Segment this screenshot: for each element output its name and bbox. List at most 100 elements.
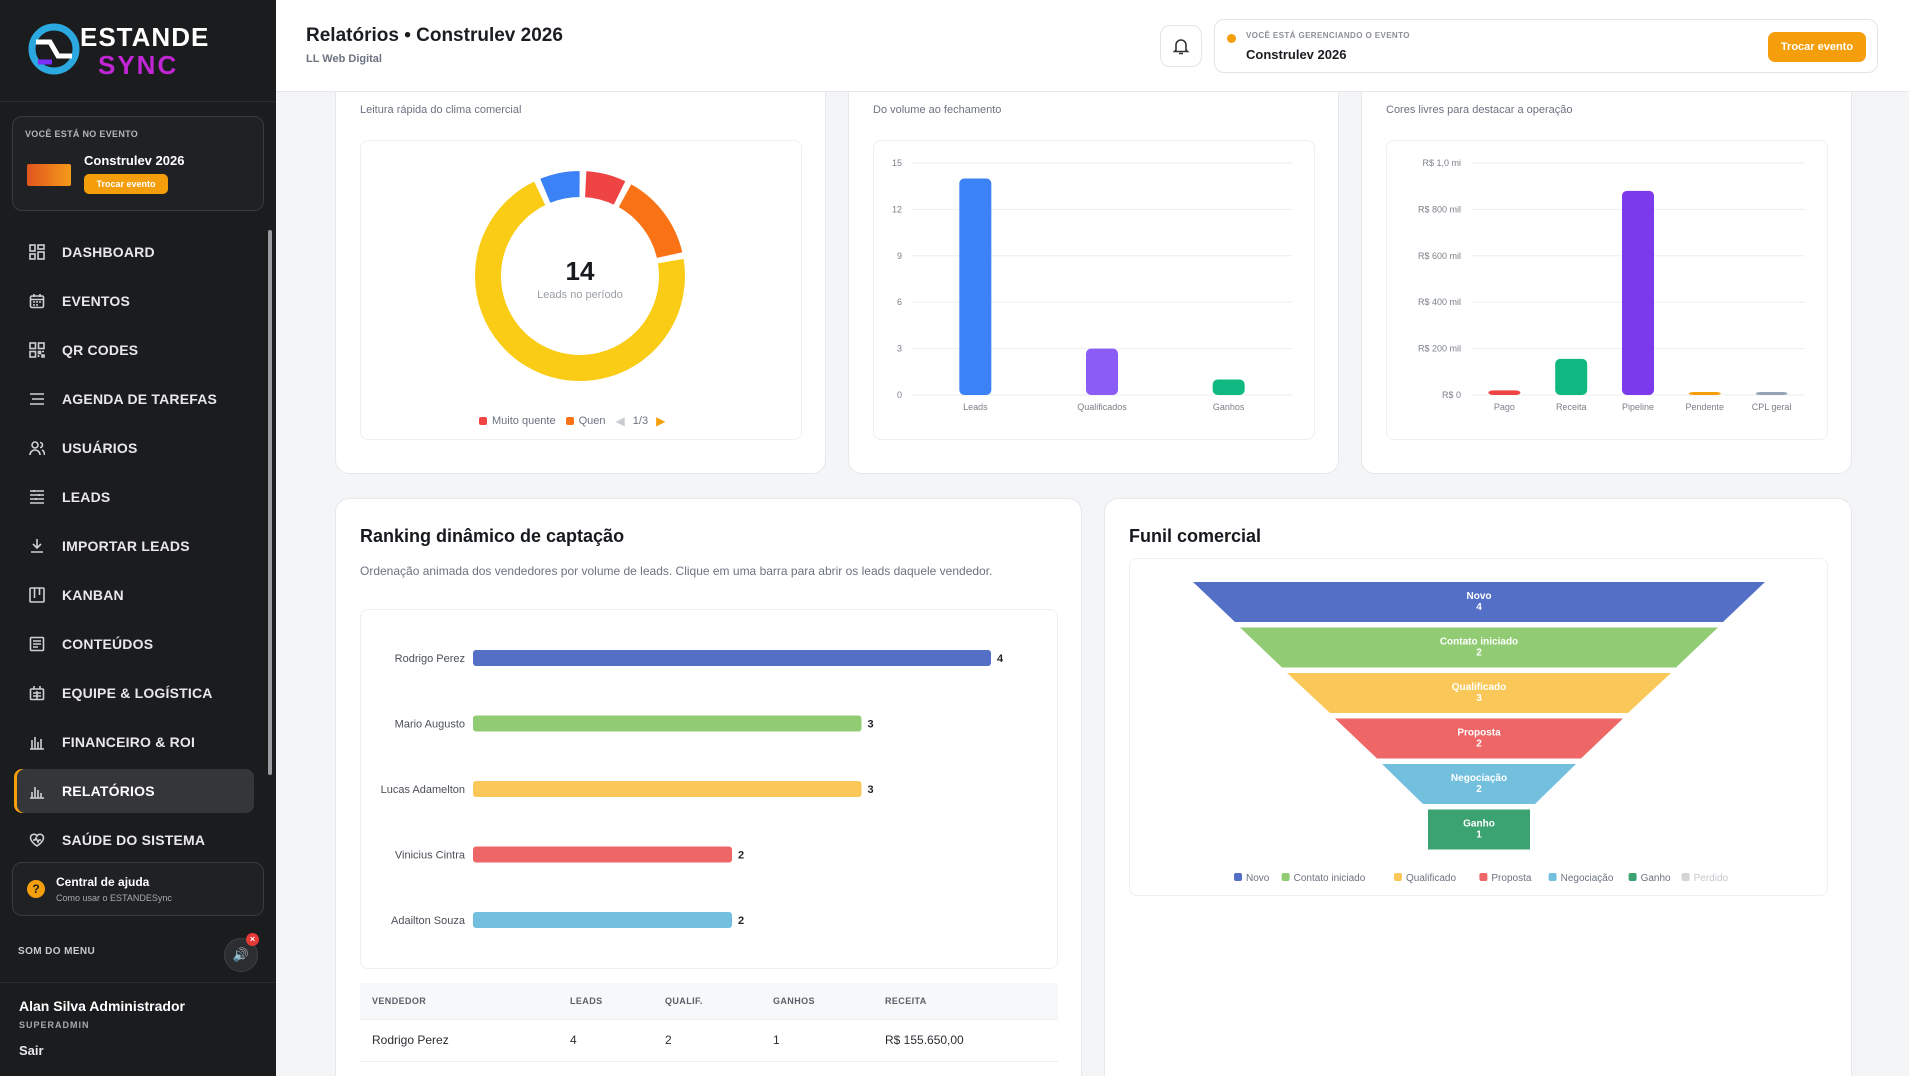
rank-bar <box>473 846 732 863</box>
donut-chart-area: 14 Leads no período Muito quente Quen ◀ 1… <box>360 140 802 440</box>
nav-label: KANBAN <box>62 587 124 603</box>
bar <box>1555 358 1588 395</box>
nav-item-conteudos[interactable]: CONTEÚDOS <box>14 622 254 666</box>
estandesync-logo[interactable]: ESTANDE SYNC <box>28 18 248 80</box>
ranking-bar-chart[interactable]: Rodrigo Perez 4 Mario Augusto 3 Lucas Adamel… <box>361 610 1059 970</box>
table-row[interactable]: Rodrigo Perez 4 2 1 R$ 155.650,00 <box>360 1019 1058 1062</box>
nav-item-usuarios[interactable]: USUÁRIOS <box>14 426 254 470</box>
calendar-icon <box>28 292 46 310</box>
temperature-card: Leitura rápida do clima comercial 14 Lead… <box>335 60 826 474</box>
ranking-subtitle: Ordenação animada dos vendedores por vol… <box>360 564 993 578</box>
donut-chart: 14 Leads no período <box>473 169 687 383</box>
legend-label: Perdido <box>1694 873 1729 884</box>
bar-chart-icon <box>28 733 46 751</box>
col-ganhos: GANHOS <box>773 983 885 1020</box>
cell-leads: 4 <box>570 1019 665 1062</box>
managing-event-card: VOCÊ ESTÁ GERENCIANDO O EVENTO Construle… <box>1214 19 1878 73</box>
y-tick-label: R$ 1,0 mi <box>1422 158 1461 168</box>
event-name: Construlev 2026 <box>84 153 185 168</box>
nav-item-relatorios[interactable]: RELATÓRIOS <box>14 769 254 813</box>
x-tick-label: Pendente <box>1686 402 1725 412</box>
y-tick-label: 3 <box>897 344 902 354</box>
legend-swatch <box>1548 873 1557 881</box>
help-center-card[interactable]: ? Central de ajuda Como usar o ESTANDESy… <box>12 862 264 916</box>
bar <box>959 178 992 395</box>
legend-swatch <box>479 417 487 425</box>
nav-item-importar-leads[interactable]: IMPORTAR LEADS <box>14 524 254 568</box>
rank-bar <box>473 781 862 797</box>
legend-prev-icon[interactable]: ◀ <box>615 414 625 428</box>
download-icon <box>28 537 46 555</box>
legend-label: Negociação <box>1561 873 1614 884</box>
speaker-icon[interactable]: 🔊 <box>224 938 258 972</box>
funnel-stage-value: 1 <box>1476 830 1482 841</box>
nav-item-dashboard[interactable]: DASHBOARD <box>14 230 254 274</box>
grid-icon <box>28 243 46 261</box>
help-subtitle: Como usar o ESTANDESync <box>56 893 172 903</box>
donut-slice <box>473 178 687 383</box>
funnel-stage-label: Qualificado <box>1452 682 1506 693</box>
menu-sound-label: SOM DO MENU <box>18 946 96 957</box>
bar <box>1622 190 1654 395</box>
qr-icon <box>28 341 46 359</box>
nav-item-leads[interactable]: LEADS <box>14 475 254 519</box>
rank-seller-label: Rodrigo Perez <box>395 653 465 665</box>
y-tick-label: R$ 400 mil <box>1418 297 1461 307</box>
funnel-stage-label: Proposta <box>1457 728 1501 739</box>
y-tick-label: R$ 0 <box>1442 390 1461 400</box>
cell-empty <box>570 1061 665 1076</box>
legend-swatch <box>1234 873 1242 881</box>
nav-label: LEADS <box>62 489 111 505</box>
x-tick-label: Leads <box>963 402 988 412</box>
header-switch-event-button[interactable]: Trocar evento <box>1768 32 1866 62</box>
funnel-stage-value: 3 <box>1476 693 1482 704</box>
nav-item-agenda[interactable]: AGENDA DE TAREFAS <box>14 377 254 421</box>
bar <box>1488 390 1521 395</box>
funnel-stage-value: 2 <box>1476 784 1482 795</box>
nav-item-financeiro[interactable]: FINANCEIRO & ROI <box>14 720 254 764</box>
donut-center-label: Leads no período <box>537 289 623 301</box>
table-row[interactable] <box>360 1061 1058 1076</box>
nav-item-equipe[interactable]: EQUIPE & LOGÍSTICA <box>14 671 254 715</box>
legend-swatch <box>565 417 574 425</box>
funnel-stage-label: Ganho <box>1463 819 1495 830</box>
rank-value-label: 3 <box>868 719 874 731</box>
managing-event-name: Construlev 2026 <box>1246 47 1347 62</box>
nav-item-kanban[interactable]: KANBAN <box>14 573 254 617</box>
svg-text:ESTANDE: ESTANDE <box>80 22 209 52</box>
col-qualif: QUALIF. <box>665 983 773 1020</box>
y-tick-label: 9 <box>897 251 902 261</box>
rank-value-label: 2 <box>738 915 744 927</box>
funnel-title: Funil comercial <box>1129 526 1262 546</box>
bar <box>1086 348 1118 395</box>
top-header: Relatórios • Construlev 2026 LL Web Digi… <box>276 0 1909 92</box>
legend-next-icon[interactable]: ▶ <box>656 414 666 428</box>
switch-event-button[interactable]: Trocar evento <box>84 174 168 194</box>
sidebar-nav: DASHBOARD EVENTOS QR CODES AGENDA DE TAR… <box>14 230 254 867</box>
nav-label: EQUIPE & LOGÍSTICA <box>62 685 213 701</box>
x-tick-label: Pago <box>1494 402 1515 412</box>
nav-label: RELATÓRIOS <box>62 783 155 799</box>
legend-label: Muito quente <box>492 415 556 427</box>
nav-item-eventos[interactable]: EVENTOS <box>14 279 254 323</box>
funnel-stage <box>1287 673 1671 713</box>
logout-link[interactable]: Sair <box>19 1043 44 1058</box>
funnel-stage-value: 2 <box>1476 648 1482 659</box>
x-tick-label: Pipeline <box>1622 402 1654 412</box>
logo-mark-icon <box>28 23 80 75</box>
funnel-chart-area: Novo 4 Contato iniciado 2 Qualificado 3 Propos… <box>1129 558 1828 896</box>
nav-item-qr-codes[interactable]: QR CODES <box>14 328 254 372</box>
rank-seller-label: Adailton Souza <box>391 915 466 927</box>
sidebar-scrollbar[interactable] <box>268 230 272 775</box>
nav-item-saude[interactable]: SAÚDE DO SISTEMA <box>14 818 254 862</box>
nav-label: AGENDA DE TAREFAS <box>62 391 218 407</box>
user-role: SUPERADMIN <box>19 1020 90 1030</box>
nav-label: QR CODES <box>62 342 139 358</box>
help-icon: ? <box>27 880 45 898</box>
bar <box>1688 392 1721 395</box>
card-subtitle: Do volume ao fechamento <box>873 104 1002 116</box>
mute-badge-icon: × <box>246 933 259 946</box>
y-tick-label: R$ 600 mil <box>1418 251 1461 261</box>
notifications-button[interactable] <box>1160 25 1202 67</box>
